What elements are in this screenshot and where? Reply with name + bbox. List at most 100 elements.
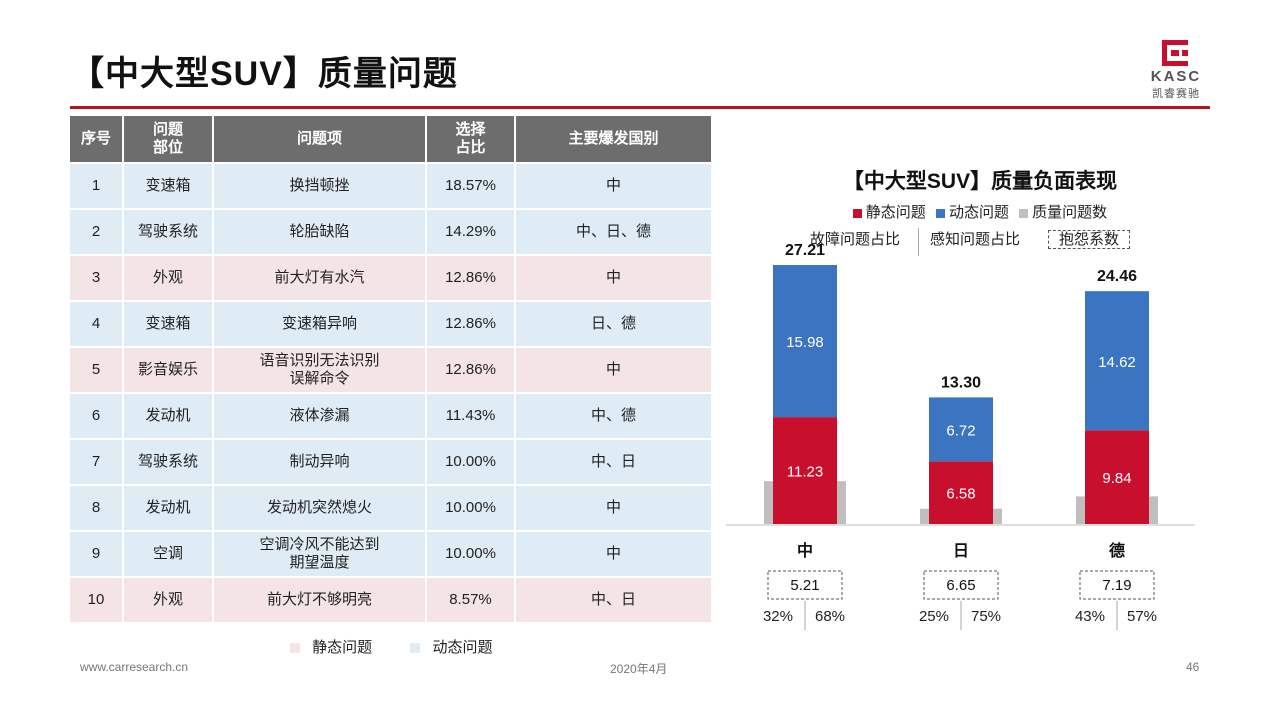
legend-dynamic-label: 动态问题 bbox=[432, 639, 493, 656]
table-header-cell: 序号 bbox=[70, 116, 124, 163]
table-cell-ratio: 8.57% bbox=[426, 576, 516, 622]
complaint-box bbox=[923, 570, 999, 600]
table-cell-no: 2 bbox=[70, 208, 124, 255]
footer-page: 46 bbox=[1186, 660, 1200, 674]
table-row: 1 变速箱 换挡顿挫 18.57% 中 bbox=[70, 162, 711, 209]
dynamic-value-label: 6.72 bbox=[946, 422, 975, 439]
table-cell-part: 发动机 bbox=[123, 484, 214, 531]
table-header-cell: 问题 部位 bbox=[123, 116, 214, 163]
table-cell-part: 变速箱 bbox=[123, 300, 214, 347]
static-bar bbox=[773, 417, 837, 524]
table-cell-ratio: 12.86% bbox=[426, 254, 516, 301]
chart-legend-static: 静态问题 bbox=[852, 201, 926, 222]
complaint-value: 7.19 bbox=[1102, 577, 1131, 594]
page-title: 【中大型SUV】质量问题 bbox=[70, 55, 458, 93]
static-bar bbox=[1085, 430, 1149, 524]
table-header-row: 序号 问题 部位 问题项 选择 占比 主要爆发国别 bbox=[70, 116, 711, 163]
table-cell-no: 8 bbox=[70, 484, 124, 531]
static-bar bbox=[929, 461, 993, 524]
table-cell-ratio: 11.43% bbox=[426, 392, 516, 439]
category-tick-label: 德 bbox=[1109, 541, 1125, 560]
table-cell-country: 中 bbox=[515, 530, 711, 577]
chart-legend-static-swatch bbox=[852, 208, 862, 218]
table-cell-ratio: 10.00% bbox=[426, 484, 516, 531]
legend-static-label: 静态问题 bbox=[312, 639, 373, 656]
table-cell-no: 6 bbox=[70, 392, 124, 439]
table-cell-country: 中、日、德 bbox=[515, 208, 711, 255]
fault-ratio-label: 故障问题占比 bbox=[810, 231, 901, 248]
chart-legend-count-swatch bbox=[1019, 208, 1029, 218]
table-cell-no: 5 bbox=[70, 346, 124, 393]
perceive-ratio-label: 感知问题占比 bbox=[930, 231, 1021, 248]
complaint-box bbox=[767, 570, 843, 600]
table-cell-part: 驾驶系统 bbox=[123, 208, 214, 255]
static-value-label: 11.23 bbox=[787, 464, 823, 481]
complaint-box bbox=[1079, 570, 1155, 600]
static-value-label: 6.58 bbox=[946, 486, 975, 503]
complaint-coefficient-legend: 抱怨系数 bbox=[1048, 224, 1131, 256]
table-row: 8 发动机 发动机突然熄火 10.00% 中 bbox=[70, 484, 711, 531]
perceive-ratio-value: 57% bbox=[1127, 608, 1157, 625]
footer-site: www.carresearch.cn bbox=[80, 660, 189, 674]
footer-date: 2020年4月 bbox=[610, 662, 668, 676]
table-cell-ratio: 12.86% bbox=[426, 346, 516, 393]
table-cell-item: 语音识别无法识别 误解命令 bbox=[213, 346, 427, 393]
table-row: 10 外观 前大灯不够明亮 8.57% 中、日 bbox=[70, 576, 711, 622]
table-cell-ratio: 14.29% bbox=[426, 208, 516, 255]
table-cell-country: 日、德 bbox=[515, 300, 711, 347]
table-row: 4 变速箱 变速箱异响 12.86% 日、德 bbox=[70, 300, 711, 347]
table-cell-part: 影音娱乐 bbox=[123, 346, 214, 393]
dynamic-value-label: 15.98 bbox=[786, 334, 824, 351]
dynamic-bar bbox=[929, 397, 993, 462]
chart-legend-count: 质量问题数 bbox=[1019, 201, 1107, 222]
table-cell-item: 换挡顿挫 bbox=[213, 162, 427, 209]
static-value-label: 9.84 bbox=[1102, 470, 1131, 487]
table-cell-no: 3 bbox=[70, 254, 124, 301]
table-cell-country: 中 bbox=[515, 254, 711, 301]
table-cell-part: 空调 bbox=[123, 530, 214, 577]
table-cell-item: 前大灯不够明亮 bbox=[213, 576, 427, 622]
legend-dynamic: 动态问题 bbox=[410, 636, 493, 657]
table-body: 1 变速箱 换挡顿挫 18.57% 中 2 驾驶系统 轮胎缺陷 14.29% 中、日、德 3 外观 前大… bbox=[70, 162, 711, 622]
title-divider bbox=[70, 106, 1210, 109]
logo-text-en: KASC bbox=[1150, 68, 1202, 85]
perceive-ratio-value: 75% bbox=[971, 608, 1001, 625]
quality-issue-table: 序号 问题 部位 问题项 选择 占比 主要爆发国别 1 变速箱 换挡顿挫 18.57% 中 2 驾驶… bbox=[70, 116, 711, 622]
table-cell-part: 外观 bbox=[123, 576, 214, 622]
table-cell-part: 驾驶系统 bbox=[123, 438, 214, 485]
table-cell-country: 中 bbox=[515, 346, 711, 393]
table-cell-ratio: 12.86% bbox=[426, 300, 516, 347]
table-cell-item: 变速箱异响 bbox=[213, 300, 427, 347]
kasc-logo-icon bbox=[1162, 40, 1188, 66]
sub-legend-divider bbox=[918, 228, 919, 256]
table-cell-item: 轮胎缺陷 bbox=[213, 208, 427, 255]
total-value-label: 13.30 bbox=[941, 374, 981, 391]
table-header-cell: 主要爆发国别 bbox=[515, 116, 711, 163]
table-cell-item: 前大灯有水汽 bbox=[213, 254, 427, 301]
dynamic-value-label: 14.62 bbox=[1098, 354, 1136, 371]
chart-legend-static-label: 静态问题 bbox=[865, 204, 926, 221]
table-cell-no: 7 bbox=[70, 438, 124, 485]
complaint-coefficient-label: 抱怨系数 bbox=[1048, 230, 1131, 249]
table-cell-country: 中、日 bbox=[515, 576, 711, 622]
table-header-cell: 选择 占比 bbox=[426, 116, 516, 163]
table-header-cell: 问题项 bbox=[213, 116, 427, 163]
table-cell-part: 发动机 bbox=[123, 392, 214, 439]
legend-static: 静态问题 bbox=[290, 636, 372, 657]
table-cell-item: 发动机突然熄火 bbox=[213, 484, 427, 531]
table-row: 9 空调 空调冷风不能达到 期望温度 10.00% 中 bbox=[70, 530, 711, 577]
table-row: 2 驾驶系统 轮胎缺陷 14.29% 中、日、德 bbox=[70, 208, 711, 255]
chart-legend-dynamic: 动态问题 bbox=[935, 201, 1009, 222]
fault-ratio-value: 43% bbox=[1075, 608, 1105, 625]
perceive-ratio-value: 68% bbox=[815, 608, 845, 625]
table-cell-no: 9 bbox=[70, 530, 124, 577]
chart-legend-dynamic-swatch bbox=[935, 208, 945, 218]
table-cell-item: 制动异响 bbox=[213, 438, 427, 485]
table-legend: 静态问题 动态问题 bbox=[290, 636, 527, 657]
total-value-label: 24.46 bbox=[1097, 268, 1137, 285]
chart-legend-count-label: 质量问题数 bbox=[1032, 204, 1108, 221]
category-tick-label: 中 bbox=[797, 541, 813, 560]
table-cell-no: 1 bbox=[70, 162, 124, 209]
total-value-label: 27.21 bbox=[785, 242, 825, 259]
